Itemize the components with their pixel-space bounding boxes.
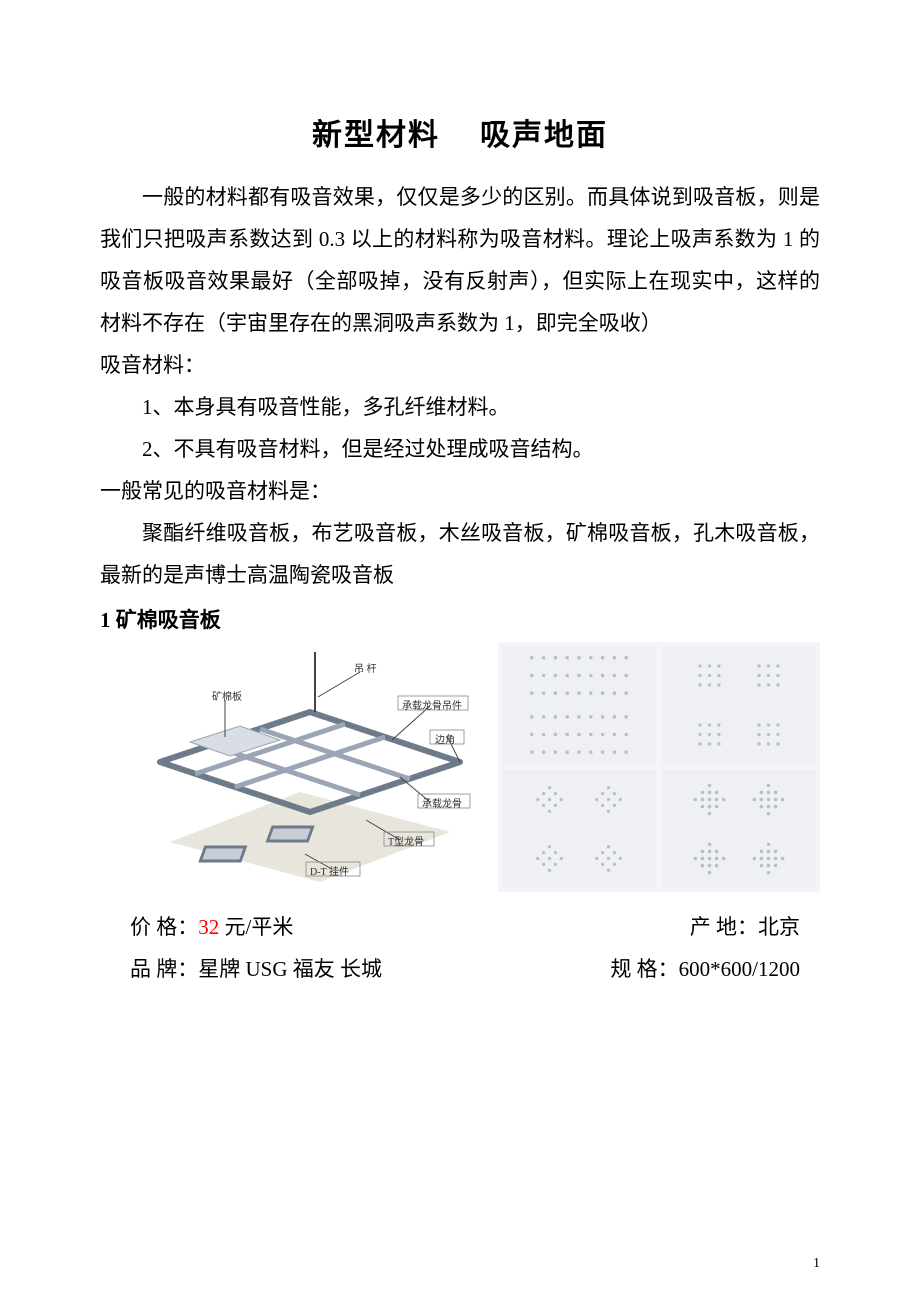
section-1-heading: 1 矿棉吸音板 (100, 604, 820, 634)
brand-label: 品 牌： (130, 957, 198, 981)
diagram-label-dt-clip: D-T 挂件 (310, 863, 349, 878)
figure-row: 矿棉板 吊 杆 承载龙骨吊件 边角 承载龙骨 T型龙骨 D-T 挂件 (130, 642, 820, 892)
page-number: 1 (813, 1256, 820, 1272)
common-materials-label: 一般常见的吸音材料是： (100, 470, 820, 512)
tile-pattern-3 (502, 770, 656, 888)
tile-pattern-2 (662, 646, 816, 764)
title-part-2: 吸声地面 (480, 119, 608, 152)
diagram-label-main-keel: 承载龙骨 (422, 795, 462, 810)
intro-paragraph: 一般的材料都有吸音效果，仅仅是多少的区别。而具体说到吸音板，则是我们只把吸声系数… (100, 176, 820, 344)
price-label: 价 格： (130, 915, 198, 939)
diagram-label-t-keel: T型龙骨 (388, 833, 424, 848)
tile-pattern-grid (498, 642, 820, 892)
diagram-label-keel-hanger: 承载龙骨吊件 (402, 697, 462, 712)
spec-row-2: 品 牌：星牌 USG 福友 长城 规 格：600*600/1200 (100, 948, 820, 990)
spec-value: 600*600/1200 (679, 957, 800, 981)
spec-field: 规 格：600*600/1200 (610, 948, 800, 990)
spec-label: 规 格： (610, 957, 678, 981)
spec-row-1: 价 格：32 元/平米 产 地：北京 (100, 906, 820, 948)
list-item-2: 2、不具有吸音材料，但是经过处理成吸音结构。 (100, 428, 820, 470)
tile-pattern-1 (502, 646, 656, 764)
diagram-label-panel: 矿棉板 (212, 688, 242, 703)
price-unit: 元/平米 (219, 915, 293, 939)
brand-field: 品 牌：星牌 USG 福友 长城 (130, 948, 382, 990)
price-value: 32 (198, 915, 219, 939)
origin-label: 产 地： (690, 915, 758, 939)
common-materials-text: 聚酯纤维吸音板，布艺吸音板，木丝吸音板，矿棉吸音板，孔木吸音板，最新的是声博士高… (100, 512, 820, 596)
materials-label: 吸音材料： (100, 344, 820, 386)
diagram-label-edge-angle: 边角 (435, 731, 455, 746)
origin-field: 产 地：北京 (690, 906, 800, 948)
title-part-1: 新型材料 (312, 119, 440, 152)
brand-value: 星牌 USG 福友 长城 (198, 957, 382, 981)
list-item-1: 1、本身具有吸音性能，多孔纤维材料。 (100, 386, 820, 428)
tile-pattern-4 (662, 770, 816, 888)
price-field: 价 格：32 元/平米 (130, 906, 293, 948)
diagram-label-hanger-rod: 吊 杆 (354, 660, 377, 675)
page-title: 新型材料 吸声地面 (100, 110, 820, 154)
ceiling-grid-diagram: 矿棉板 吊 杆 承载龙骨吊件 边角 承载龙骨 T型龙骨 D-T 挂件 (130, 642, 480, 892)
origin-value: 北京 (758, 915, 800, 939)
